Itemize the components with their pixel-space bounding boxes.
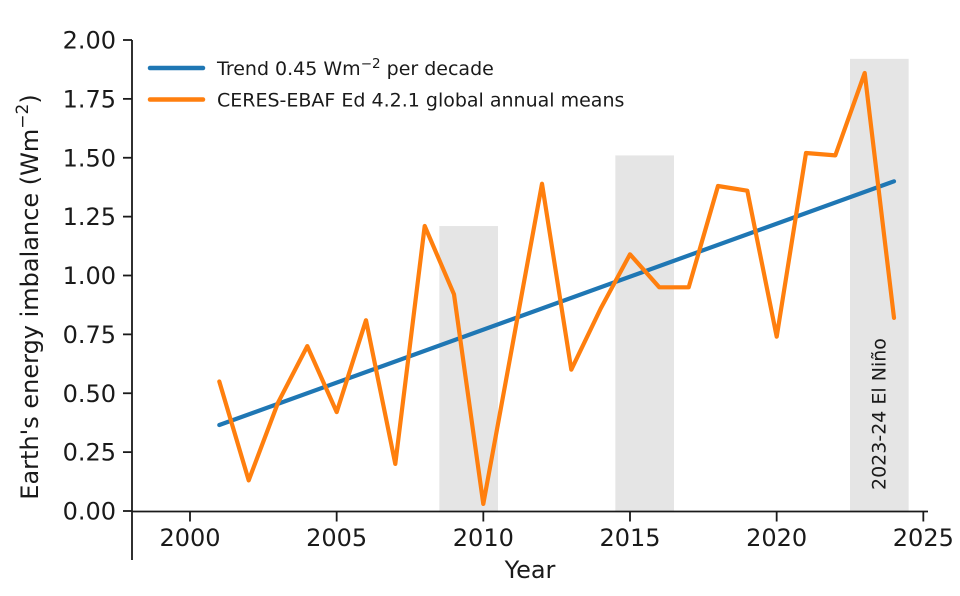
legend: Trend 0.45 Wm−2 per decade CERES-EBAF Ed … xyxy=(147,56,624,112)
x-tick-label: 2010 xyxy=(453,524,514,552)
y-tick-label: 0.75 xyxy=(63,321,116,349)
x-axis-title: Year xyxy=(504,556,556,584)
x-tick-label: 2005 xyxy=(306,524,367,552)
legend-label-trend: Trend 0.45 Wm−2 per decade xyxy=(216,56,494,80)
el-nino-band xyxy=(849,58,909,512)
x-tick-label: 2000 xyxy=(159,524,220,552)
trend-line xyxy=(217,179,897,428)
y-tick-label: 1.50 xyxy=(63,144,116,172)
axes xyxy=(131,40,928,560)
data-line xyxy=(217,70,897,506)
legend-label-ceres: CERES-EBAF Ed 4.2.1 global annual means xyxy=(217,90,624,112)
y-tick-label: 1.75 xyxy=(63,85,116,113)
y-tick-label: 0.50 xyxy=(63,380,116,408)
x-tick-label: 2025 xyxy=(893,524,954,552)
el-nino-band xyxy=(439,226,498,512)
y-axis-title: Earth's energy imbalance (Wm−2) xyxy=(13,94,44,499)
el-nino-bands: 2023-24 El Niño xyxy=(439,58,909,512)
el-nino-band-label: 2023-24 El Niño xyxy=(869,338,891,490)
axis-ticks: 2000 2005 2010 2015 2020 2025 0.00 0.25 0.50 0.75… xyxy=(63,27,954,553)
y-tick-label: 1.25 xyxy=(63,203,116,231)
x-tick-label: 2020 xyxy=(746,524,807,552)
series-lines xyxy=(217,70,897,506)
x-tick-label: 2015 xyxy=(599,524,660,552)
y-tick-label: 2.00 xyxy=(63,27,116,55)
y-tick-label: 0.25 xyxy=(63,439,116,467)
y-tick-label: 0.00 xyxy=(63,498,116,526)
el-nino-band xyxy=(615,155,674,511)
y-tick-label: 1.00 xyxy=(63,262,116,290)
